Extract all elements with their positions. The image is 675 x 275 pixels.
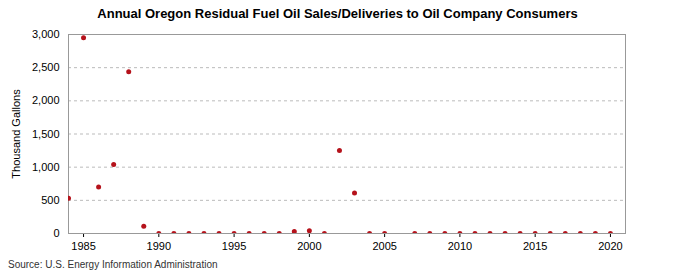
svg-text:1985: 1985 xyxy=(71,240,95,252)
svg-text:2,500: 2,500 xyxy=(32,61,60,73)
svg-text:2015: 2015 xyxy=(523,240,547,252)
svg-text:0: 0 xyxy=(53,227,59,239)
svg-text:2,000: 2,000 xyxy=(32,94,60,106)
svg-text:1990: 1990 xyxy=(147,240,171,252)
svg-text:1,000: 1,000 xyxy=(32,161,60,173)
html-text:Annual Oregon Residual Fuel Oi: Annual Oregon Residual Fuel Oil Sales/De… xyxy=(97,6,578,21)
svg-text:1,500: 1,500 xyxy=(32,128,60,140)
svg-text:1995: 1995 xyxy=(222,240,246,252)
svg-text:Thousand Gallons: Thousand Gallons xyxy=(10,89,22,179)
svg-text:2020: 2020 xyxy=(598,240,622,252)
svg-text:500: 500 xyxy=(41,194,59,206)
svg-text:3,000: 3,000 xyxy=(32,28,60,40)
svg-text:2000: 2000 xyxy=(297,240,321,252)
svg-text:2010: 2010 xyxy=(448,240,472,252)
svg-text:2005: 2005 xyxy=(372,240,396,252)
html-text:Source: U.S. Energy Informatio: Source: U.S. Energy Information Administ… xyxy=(8,259,218,270)
